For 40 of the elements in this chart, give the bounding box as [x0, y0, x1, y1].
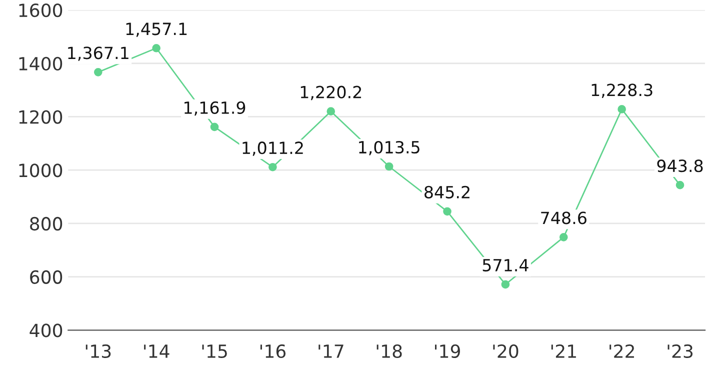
x-tick-label: '22	[610, 344, 634, 358]
x-tick-label: '20	[493, 344, 518, 358]
point	[559, 233, 568, 242]
data-label: 571.4	[482, 259, 528, 272]
x-tick-label: '17	[318, 344, 344, 358]
x-tick-label: '19	[435, 344, 460, 358]
data-label: 845.2	[424, 186, 470, 198]
x-tick-label: '23	[668, 344, 693, 358]
x-tick-label: '18	[376, 344, 402, 358]
x-tick-label: '14	[144, 344, 170, 358]
point	[501, 280, 510, 289]
data-label: 1,220.2	[300, 86, 362, 100]
point	[94, 68, 102, 76]
point	[443, 207, 452, 216]
y-tick-label: 600	[30, 270, 62, 284]
data-label: 1,011.2	[242, 142, 303, 156]
data-label: 1,367.1	[68, 46, 128, 61]
point	[268, 162, 277, 172]
x-tick-label: '16	[260, 344, 286, 358]
y-tick-label: 1600	[19, 3, 62, 18]
point	[676, 180, 684, 190]
x-tick-label: '21	[551, 344, 576, 358]
y-tick-label: 1200	[19, 110, 62, 124]
x-tick-label: '13	[86, 344, 111, 358]
x-tick-label: '15	[202, 344, 227, 358]
data-label: 943.8	[657, 160, 703, 172]
point	[326, 107, 336, 116]
point	[618, 105, 626, 114]
data-label: 1,228.3	[592, 84, 652, 98]
point	[152, 44, 160, 52]
data-label: 1,013.5	[359, 140, 420, 156]
y-tick-label: 1400	[19, 56, 62, 70]
data-label: 748.6	[541, 212, 586, 224]
data-label: 1,457.1	[126, 22, 187, 37]
point	[210, 122, 219, 132]
y-tick-label: 400	[30, 324, 62, 338]
y-tick-label: 800	[30, 216, 62, 231]
data-label: 1,161.9	[184, 101, 246, 116]
point	[384, 162, 394, 171]
y-tick-label: 1000	[19, 164, 62, 178]
